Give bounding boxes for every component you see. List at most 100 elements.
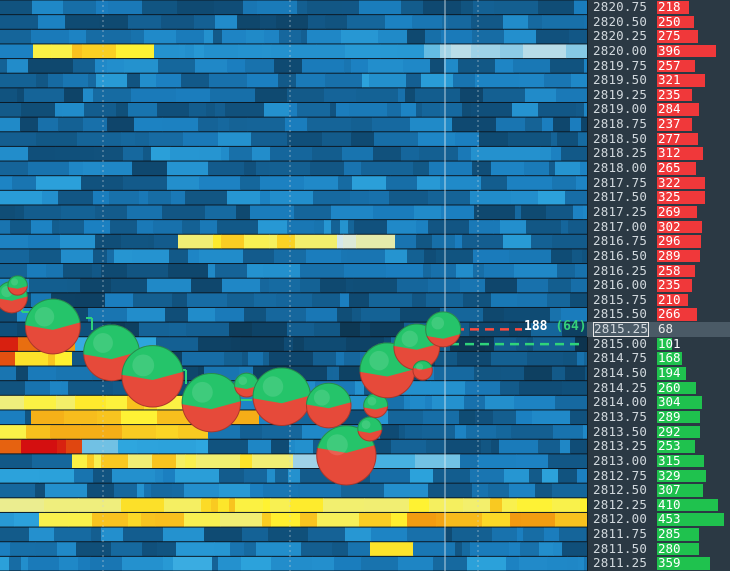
heatmap-cell: [380, 44, 398, 59]
heatmap-cell: [164, 498, 202, 512]
heatmap-cell: [269, 278, 301, 293]
heatmap-cell: [517, 293, 548, 307]
ladder-row-bid[interactable]: 2811.25 359: [587, 556, 730, 571]
heatmap-cell: [354, 220, 388, 234]
ladder-row-bid[interactable]: 2815.00 101: [587, 336, 730, 352]
dom-price-ladder[interactable]: 2820.75 218 2820.50 250 2820.25 275 2820.00 396…: [587, 0, 730, 571]
ladder-row-bid[interactable]: 2813.50 292: [587, 424, 730, 440]
ladder-row-ask[interactable]: 2820.50 250: [587, 14, 730, 30]
heatmap-cell: [563, 351, 578, 366]
heatmap-cell: [361, 556, 399, 571]
ladder-row-ask[interactable]: 2818.75 237: [587, 117, 730, 132]
ladder-row-ask[interactable]: 2820.25 275: [587, 29, 730, 44]
ladder-row-bid[interactable]: 2812.50 307: [587, 483, 730, 498]
heatmap-cell: [473, 264, 485, 278]
order-book-heatmap[interactable]: [0, 0, 587, 571]
heatmap-cell: [471, 44, 501, 59]
heatmap-cell: [45, 483, 88, 498]
heatmap-cell: [162, 117, 199, 132]
heatmap-cell: [231, 337, 241, 351]
heatmap-cell: [397, 44, 425, 59]
ladder-row-ask[interactable]: 2816.50 289: [587, 248, 730, 264]
heatmap-cell: [538, 0, 575, 15]
heatmap-cell: [179, 44, 186, 59]
heatmap-cell: [0, 102, 22, 117]
heatmap-cell: [445, 527, 453, 542]
heatmap-cell: [336, 351, 345, 366]
ladder-row-ask[interactable]: 2819.75 257: [587, 58, 730, 74]
ladder-row-bid[interactable]: 2813.25 253: [587, 439, 730, 454]
heatmap-cell: [271, 556, 313, 571]
ladder-size-bar: [657, 205, 697, 219]
heatmap-cell: [514, 264, 558, 278]
heatmap-cell: [570, 439, 587, 454]
heatmap-cell: [470, 190, 512, 205]
ladder-price: 2813.00: [593, 452, 648, 468]
heatmap-cell: [386, 176, 418, 190]
ladder-row-current[interactable]: 2815.25 68: [587, 322, 730, 337]
heatmap-cell: [331, 220, 341, 234]
ladder-row-ask[interactable]: 2815.75 210: [587, 292, 730, 308]
heatmap-cell: [90, 556, 123, 571]
ladder-row-bid[interactable]: 2812.25 410: [587, 497, 730, 513]
ladder-row-ask[interactable]: 2817.25 269: [587, 204, 730, 220]
ladder-row-ask[interactable]: 2816.25 258: [587, 263, 730, 279]
ladder-row-bid[interactable]: 2811.75 285: [587, 527, 730, 542]
ladder-row-bid[interactable]: 2814.00 304: [587, 395, 730, 410]
heatmap-cell: [29, 278, 68, 293]
heatmap-cell: [94, 454, 102, 469]
heatmap-cell: [276, 293, 313, 307]
heatmap-cell: [429, 161, 473, 176]
heatmap-cell: [0, 498, 45, 512]
ladder-row-bid[interactable]: 2813.75 289: [587, 409, 730, 425]
heatmap-cell: [561, 146, 587, 161]
ladder-row-ask[interactable]: 2817.00 302: [587, 219, 730, 235]
ladder-row-bid[interactable]: 2814.25 260: [587, 380, 730, 396]
ladder-row-bid[interactable]: 2812.00 453: [587, 512, 730, 527]
ladder-row-ask[interactable]: 2818.50 277: [587, 131, 730, 147]
ladder-size-bar: [657, 410, 700, 424]
ladder-row-ask[interactable]: 2818.00 265: [587, 161, 730, 176]
ladder-row-ask[interactable]: 2817.75 322: [587, 175, 730, 191]
ladder-row-bid[interactable]: 2812.75 329: [587, 468, 730, 484]
ladder-price: 2813.25: [593, 438, 648, 454]
ladder-row-ask[interactable]: 2815.50 266: [587, 307, 730, 322]
heatmap-cell: [15, 205, 25, 220]
heatmap-cell: [459, 410, 476, 425]
ladder-row-ask[interactable]: 2816.75 296: [587, 234, 730, 249]
ladder-row-ask[interactable]: 2819.00 284: [587, 102, 730, 117]
heatmap-cell: [547, 556, 568, 571]
heatmap-cell: [64, 88, 84, 102]
ladder-price: 2814.75: [593, 350, 648, 366]
heatmap-cell: [59, 556, 79, 571]
ladder-row-bid[interactable]: 2811.50 280: [587, 541, 730, 557]
ladder-row-ask[interactable]: 2819.50 321: [587, 73, 730, 88]
ladder-size-bar: [657, 484, 703, 497]
ladder-row-ask[interactable]: 2818.25 312: [587, 146, 730, 161]
ladder-row-ask[interactable]: 2820.00 396: [587, 43, 730, 59]
ladder-row-ask[interactable]: 2816.00 235: [587, 278, 730, 293]
heatmap-cell: [342, 0, 360, 15]
ladder-row-bid[interactable]: 2814.75 168: [587, 351, 730, 366]
heatmap-cell: [380, 425, 400, 439]
heatmap-cell: [60, 234, 96, 249]
heatmap-cell: [345, 44, 381, 59]
heatmap-cell: [204, 44, 239, 59]
heatmap-cell: [356, 234, 396, 249]
ladder-row-ask[interactable]: 2820.75 218: [587, 0, 730, 15]
heatmap-cell: [314, 322, 341, 337]
heatmap-cell: [200, 220, 218, 234]
ladder-row-ask[interactable]: 2819.25 235: [587, 87, 730, 103]
ladder-row-bid[interactable]: 2814.50 194: [587, 366, 730, 381]
heatmap-cell: [407, 29, 426, 44]
heatmap-cell: [533, 337, 576, 351]
ladder-row-bid[interactable]: 2813.00 315: [587, 452, 730, 469]
heatmap-cell: [327, 366, 334, 381]
heatmap-cell: [456, 264, 474, 278]
ladder-size: 296: [658, 233, 681, 249]
heatmap-cell: [344, 264, 387, 278]
heatmap-cell: [346, 278, 354, 293]
heatmap-cell: [0, 542, 11, 556]
heatmap-cell: [378, 29, 408, 44]
ladder-row-ask[interactable]: 2817.50 325: [587, 190, 730, 205]
